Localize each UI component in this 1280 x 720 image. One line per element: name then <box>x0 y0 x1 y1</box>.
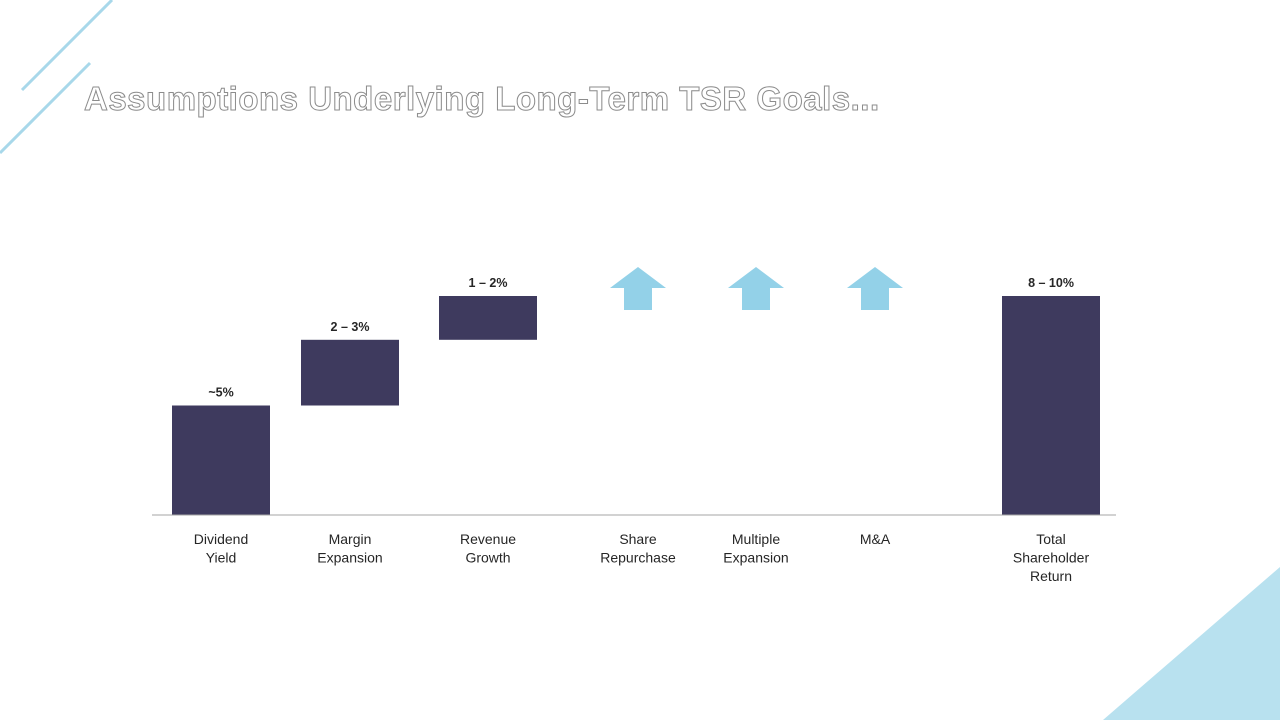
category-label-5: M&A <box>860 531 891 547</box>
bar-0 <box>172 405 270 515</box>
category-label-2: Revenue Growth <box>460 531 516 566</box>
bar-value-label-1: 2 – 3% <box>331 320 370 334</box>
category-label-3: Share Repurchase <box>600 531 676 566</box>
up-arrow-5 <box>847 267 903 310</box>
category-label-6: Total Shareholder Return <box>1013 531 1090 584</box>
slide-title: Assumptions Underlying Long-Term TSR Goa… <box>84 80 880 118</box>
bar-1 <box>301 339 399 406</box>
chart-marks <box>172 267 1100 515</box>
category-label-0: Dividend Yield <box>194 531 248 566</box>
decor-line-2 <box>0 61 92 155</box>
category-label-4: Multiple Expansion <box>723 531 788 566</box>
decor-corner-triangle <box>1103 567 1280 720</box>
bar-2 <box>439 296 537 340</box>
up-arrow-3 <box>610 267 666 310</box>
bar-6 <box>1002 296 1100 515</box>
decor-line-1 <box>20 0 114 92</box>
bar-value-label-2: 1 – 2% <box>469 276 508 290</box>
category-label-1: Margin Expansion <box>317 531 382 566</box>
up-arrow-4 <box>728 267 784 310</box>
bar-value-label-6: 8 – 10% <box>1028 276 1074 290</box>
bar-value-label-0: ~5% <box>208 386 233 400</box>
chart-labels: ~5% 2 – 3% 1 – 2% 8 – 10% Dividend Yield Margi… <box>194 276 1090 584</box>
